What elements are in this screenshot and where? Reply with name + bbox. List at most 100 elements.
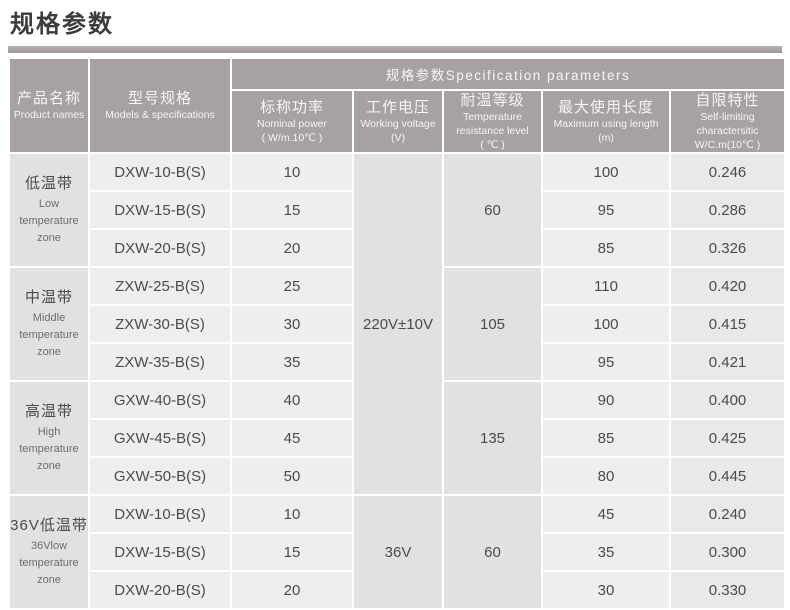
length-cell: 100 — [543, 154, 669, 191]
header-temp-unit: ( ℃ ) — [480, 138, 505, 151]
voltage-cell-36v: 36V — [354, 496, 442, 609]
model-cell: DXW-20-B(S) — [90, 572, 230, 609]
length-cell: 80 — [543, 458, 669, 495]
power-cell: 20 — [232, 572, 352, 609]
product-en-line: temperature — [19, 442, 79, 455]
header-voltage-en: Working voltage — [360, 118, 436, 131]
power-cell: 35 — [232, 344, 352, 381]
title-divider-bar — [8, 46, 782, 53]
temp-level-cell: 135 — [444, 382, 541, 495]
product-en-line: Low — [38, 197, 60, 210]
header-product-zh: 产品名称 — [16, 89, 81, 107]
product-en-line: Middle — [32, 311, 66, 324]
power-cell: 40 — [232, 382, 352, 419]
header-product-en: Product names — [13, 108, 85, 121]
length-cell: 85 — [543, 230, 669, 267]
product-group-cell: 中温带 Middle temperature zone — [10, 268, 88, 381]
power-cell: 50 — [232, 458, 352, 495]
header-power-unit: ( W/m.10℃ ) — [261, 131, 323, 144]
table-row: ZXW-30-B(S) 30 100 0.415 — [10, 306, 785, 343]
table-row: DXW-20-B(S) 20 85 0.326 — [10, 230, 785, 267]
header-selflimit-en2: charactersitic — [696, 124, 759, 137]
model-cell: ZXW-35-B(S) — [90, 344, 230, 381]
product-en-line: High — [37, 425, 61, 438]
char-cell: 0.445 — [671, 458, 785, 495]
header-power-zh: 标称功率 — [259, 98, 324, 116]
char-cell: 0.330 — [671, 572, 785, 609]
model-cell: DXW-15-B(S) — [90, 534, 230, 571]
header-temp-resistance: 耐温等级 Temperature resistance level ( ℃ ) — [444, 91, 541, 153]
spec-table: 产品名称 Product names 型号规格 Models & specifi… — [8, 57, 786, 610]
header-spec-parameters-group: 规格参数Specification parameters — [232, 59, 785, 89]
header-row-top: 产品名称 Product names 型号规格 Models & specifi… — [10, 59, 785, 153]
power-cell: 15 — [232, 534, 352, 571]
page-title: 规格参数 — [10, 11, 114, 38]
table-row: 低温带 Low temperature zone DXW-10-B(S) 10 … — [10, 154, 785, 495]
header-length-zh: 最大使用长度 — [557, 98, 654, 116]
product-group-cell: 低温带 Low temperature zone — [10, 154, 88, 267]
temp-level-cell: 105 — [444, 268, 541, 381]
voltage-cell-220v: 220V±10V — [354, 154, 442, 495]
length-cell: 35 — [543, 534, 669, 571]
product-en-line: temperature — [19, 556, 79, 569]
char-cell: 0.286 — [671, 192, 785, 229]
length-cell: 30 — [543, 572, 669, 609]
length-cell: 85 — [543, 420, 669, 457]
header-voltage-zh: 工作电压 — [365, 98, 430, 116]
temp-level-cell: 60 — [444, 154, 541, 267]
char-cell: 0.400 — [671, 382, 785, 419]
model-cell: GXW-40-B(S) — [90, 382, 230, 419]
product-group-cell: 36V低温带 36Vlow temperature zone — [10, 496, 88, 609]
product-group-cell: 高温带 High temperature zone — [10, 382, 88, 495]
header-product-names: 产品名称 Product names — [10, 59, 88, 153]
header-power-en: Nominal power — [256, 118, 328, 131]
header-self-limiting: 自限特性 Self-limiting charactersitic W/C.m(… — [671, 91, 785, 153]
header-working-voltage: 工作电压 Working voltage (V) — [354, 91, 442, 153]
header-max-length: 最大使用长度 Maximum using length (m) — [543, 91, 669, 153]
header-length-en: Maximum using length — [553, 118, 659, 131]
header-models: 型号规格 Models & specifications — [90, 59, 230, 153]
table-row: 36V低温带 36Vlow temperature zone DXW-10-B(… — [10, 496, 785, 609]
header-voltage-unit: (V) — [391, 131, 405, 144]
model-cell: DXW-15-B(S) — [90, 192, 230, 229]
model-cell: GXW-45-B(S) — [90, 420, 230, 457]
char-cell: 0.415 — [671, 306, 785, 343]
product-en-line: 36Vlow — [30, 539, 68, 552]
char-cell: 0.246 — [671, 154, 785, 191]
length-cell: 45 — [543, 496, 669, 533]
header-length-unit: (m) — [598, 131, 614, 144]
power-cell: 20 — [232, 230, 352, 267]
header-selflimit-zh: 自限特性 — [695, 92, 760, 109]
power-cell: 15 — [232, 192, 352, 229]
model-cell: DXW-20-B(S) — [90, 230, 230, 267]
length-cell: 95 — [543, 344, 669, 381]
table-row: 高温带 High temperature zone GXW-40-B(S) 40… — [10, 382, 785, 495]
power-cell: 10 — [232, 154, 352, 191]
header-row-sub: 标称功率 Nominal power ( W/m.10℃ ) 工作电压 Work… — [10, 91, 785, 153]
table-row: GXW-45-B(S) 45 85 0.425 — [10, 420, 785, 457]
char-cell: 0.300 — [671, 534, 785, 571]
length-cell: 95 — [543, 192, 669, 229]
char-cell: 0.326 — [671, 230, 785, 267]
product-zh: 高温带 — [24, 403, 73, 421]
table-row: DXW-15-B(S) 15 35 0.300 — [10, 534, 785, 571]
product-en-line: temperature — [19, 328, 79, 341]
product-zh: 36V低温带 — [10, 517, 88, 535]
table-row: ZXW-35-B(S) 35 95 0.421 — [10, 344, 785, 381]
header-selflimit-en1: Self-limiting — [700, 111, 755, 124]
header-temp-zh: 耐温等级 — [460, 92, 525, 109]
char-cell: 0.240 — [671, 496, 785, 533]
product-en-line: zone — [37, 573, 61, 586]
length-cell: 110 — [543, 268, 669, 305]
product-en-line: zone — [37, 345, 61, 358]
length-cell: 90 — [543, 382, 669, 419]
model-cell: DXW-10-B(S) — [90, 496, 230, 533]
temp-level-cell: 60 — [444, 496, 541, 609]
product-en-line: zone — [37, 459, 61, 472]
product-en-line: zone — [37, 231, 61, 244]
char-cell: 0.421 — [671, 344, 785, 381]
table-row: DXW-15-B(S) 15 95 0.286 — [10, 192, 785, 229]
power-cell: 30 — [232, 306, 352, 343]
header-selflimit-unit: W/C.m(10℃ ) — [694, 138, 761, 151]
